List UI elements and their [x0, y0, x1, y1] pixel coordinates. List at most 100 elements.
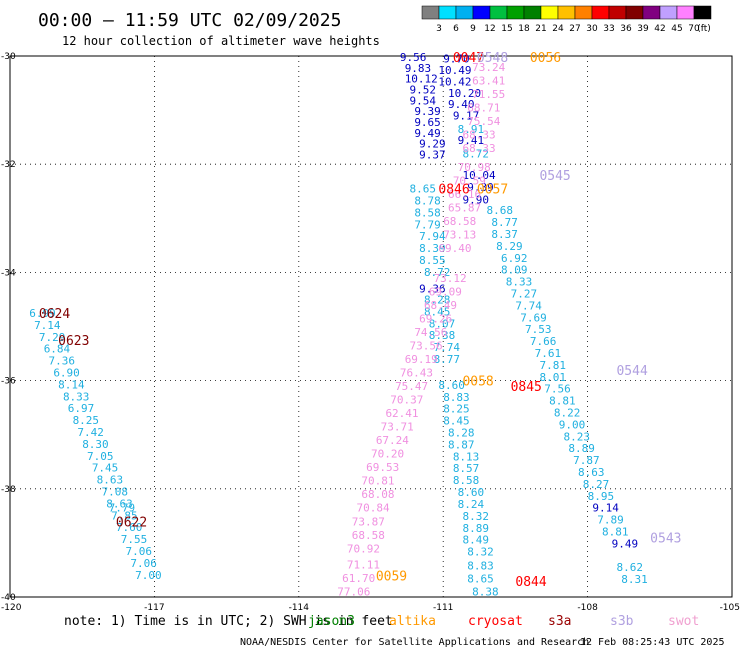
wave-height-point: 73.87 [352, 515, 385, 528]
satellite-legend-jason3: jason3 [308, 614, 355, 629]
colorbar-swatch [523, 5, 542, 20]
colorbar-swatch [591, 5, 610, 20]
wave-height-point: 9.39 [467, 181, 494, 194]
wave-height-point: 8.22 [554, 407, 581, 420]
colorbar-swatch [676, 5, 695, 20]
wave-height-point: 9.65 [414, 116, 441, 129]
wave-height-point: 8.23 [564, 430, 591, 443]
colorbar-swatch [659, 5, 678, 20]
y-tick-label: -40 [1, 593, 16, 603]
pass-time-label: 0543 [650, 531, 681, 546]
wave-height-point: 74.56 [414, 326, 447, 339]
wave-height-point: 70.81 [361, 475, 394, 488]
wave-height-point: 7.60 [116, 521, 143, 534]
wave-height-point: 10.42 [438, 75, 471, 88]
pass-time-label: 0846 [438, 183, 469, 198]
colorbar-swatch [489, 5, 508, 20]
wave-height-point: 8.38 [472, 586, 499, 599]
wave-height-point: 7.08 [101, 486, 128, 499]
wave-height-point: 68.33 [462, 142, 495, 155]
y-tick-label: -36 [1, 377, 16, 387]
satellite-legend-altika: altika [389, 614, 436, 629]
pass-time-label: 0622 [116, 515, 147, 530]
wave-height-point: 10.20 [448, 87, 481, 100]
pass-time-label: 0845 [511, 380, 542, 395]
wave-height-point: 7.94 [419, 230, 446, 243]
wave-height-point: 75.47 [395, 380, 428, 393]
y-tick-label: -34 [1, 268, 16, 278]
colorbar-label: 9 [470, 24, 476, 34]
wave-height-point: 8.72 [424, 266, 451, 279]
satellite-legend-swot: swot [668, 614, 699, 629]
chart-title: 00:00 — 11:59 UTC 02/09/2025 [38, 10, 341, 31]
wave-height-point: 6.84 [44, 343, 71, 356]
colorbar-label: 42 [654, 24, 665, 34]
wave-height-point: 68.71 [467, 101, 500, 114]
wave-height-point: 8.89 [462, 522, 489, 535]
wave-height-point: 8.60 [438, 379, 465, 392]
wave-height-point: 8.55 [419, 254, 446, 267]
wave-height-point: 8.25 [73, 414, 100, 427]
satellite-legend: jason3 altika cryosat s3a s3b swot [308, 614, 699, 629]
wave-height-point: 8.37 [491, 228, 518, 241]
x-tick-label: -111 [433, 603, 453, 613]
chart-grid [10, 56, 732, 597]
wave-height-point: 70.37 [390, 394, 423, 407]
satellite-legend-cryosat: cryosat [468, 614, 523, 629]
pass-time-label: 0545 [539, 169, 570, 184]
wave-height-point: 8.31 [621, 573, 648, 586]
wave-height-point: 9.70 [443, 53, 470, 66]
wave-height-point: 63.41 [472, 74, 505, 87]
wave-height-point: 8.33 [506, 276, 532, 289]
wave-height-point: 8.28 [424, 293, 451, 306]
colorbar-swatch [421, 5, 440, 20]
wave-height-point: 68.49 [424, 299, 457, 312]
wave-height-point: 9.37 [419, 148, 446, 161]
chart-footer: note: 1) Time is in UTC; 2) SWH is in fe… [64, 614, 725, 648]
wave-height-point: 7.29 [39, 331, 66, 344]
y-tick-label: -38 [1, 485, 16, 495]
wave-height-point: 8.72 [462, 147, 489, 160]
colorbar-label: 12 [484, 24, 495, 34]
data-points: 9.569.8310.129.529.549.399.659.499.299.3… [29, 51, 648, 599]
wave-height-point: 69.40 [438, 242, 471, 255]
colorbar-swatch [472, 5, 491, 20]
pass-time-label: 0623 [58, 334, 89, 349]
wave-height-point: 7.06 [130, 557, 157, 570]
wave-height-point: 71.11 [347, 559, 380, 572]
wave-height-point: 8.13 [453, 450, 480, 463]
footer-timestamp: 12 Feb 08:25:43 UTC 2025 [580, 637, 725, 648]
wave-height-point: 70.92 [347, 542, 380, 555]
wave-height-point: 7.45 [92, 462, 119, 475]
wave-height-point: 73.12 [434, 272, 467, 285]
wave-height-point: 9.00 [559, 418, 586, 431]
x-tick-label: -117 [144, 603, 164, 613]
wave-height-point: 68.33 [462, 128, 495, 141]
wave-height-point: 8.81 [549, 395, 576, 408]
wave-height-point: 8.62 [616, 561, 643, 574]
wave-height-point: 10.04 [462, 169, 495, 182]
wave-height-point: 8.89 [568, 442, 595, 455]
wave-height-point: 8.65 [467, 573, 494, 586]
wave-height-point: 69.53 [366, 461, 399, 474]
wave-height-point: 8.49 [462, 534, 489, 547]
wave-height-point: 8.33 [63, 390, 90, 403]
wave-height-point: 8.01 [539, 371, 566, 384]
colorbar-swatch [506, 5, 525, 20]
wave-height-point: 9.17 [453, 110, 480, 123]
wave-height-point: 8.32 [467, 546, 494, 559]
wave-height-point: 8.83 [467, 560, 494, 573]
wave-height-point: 8.65 [410, 183, 437, 196]
colorbar-legend: 3 6 9 12 15 18 21 24 27 30 33 36 39 42 45 70(ft) [421, 5, 712, 34]
wave-height-point: 8.87 [448, 438, 475, 451]
wave-height-point: 9.52 [410, 84, 437, 97]
wave-height-point: 73.56 [410, 339, 443, 352]
wave-height-point: 68.58 [352, 529, 385, 542]
colorbar-swatch [540, 5, 559, 20]
wave-height-point: 9.14 [592, 502, 619, 515]
wave-height-point: 6.92 [501, 252, 527, 265]
pass-time-label: 0548 [477, 51, 508, 66]
wave-height-point: 7.05 [87, 450, 114, 463]
wave-height-point: 7.87 [573, 454, 600, 467]
